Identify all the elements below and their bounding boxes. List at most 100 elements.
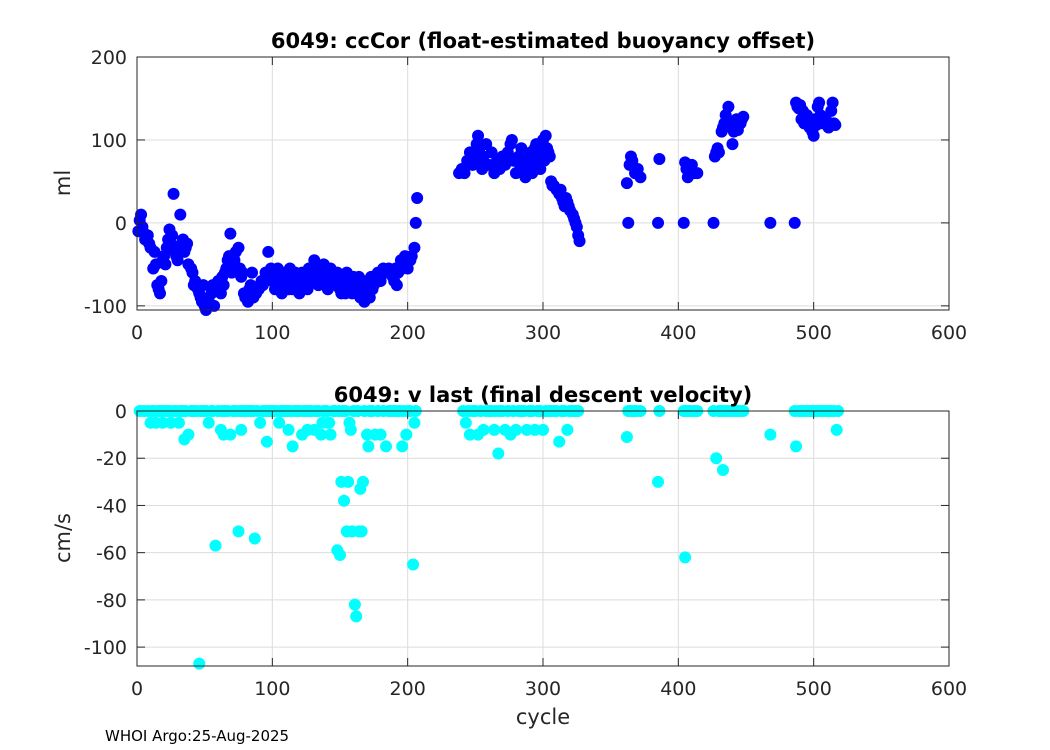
data-point	[652, 216, 665, 229]
data-point	[355, 525, 368, 538]
data-point	[182, 428, 195, 441]
data-point	[492, 447, 505, 460]
data-point	[472, 129, 485, 142]
data-point	[209, 539, 222, 552]
data-point	[652, 475, 665, 488]
x-tick-label: 300	[525, 322, 561, 344]
grid-bottom	[137, 411, 949, 666]
data-point	[159, 258, 172, 271]
data-point	[409, 216, 422, 229]
y-tick-label: 0	[115, 213, 127, 235]
data-point	[193, 657, 206, 670]
data-point	[232, 525, 245, 538]
x-tick-label: 0	[131, 678, 143, 700]
data-point	[790, 440, 803, 453]
data-point	[691, 167, 704, 180]
x-tick-label: 200	[390, 678, 426, 700]
data-point	[334, 549, 346, 562]
data-point	[509, 423, 522, 436]
data-point	[342, 475, 355, 488]
data-point	[543, 150, 556, 163]
data-point	[829, 119, 842, 132]
data-point	[407, 558, 420, 571]
x-tick-label: 400	[660, 678, 696, 700]
data-point	[716, 464, 729, 477]
y-tick-label: 200	[91, 47, 127, 69]
data-point	[380, 440, 393, 453]
x-tick-label: 300	[525, 678, 561, 700]
x-tick-label: 400	[660, 322, 696, 344]
x-tick-label: 600	[931, 678, 967, 700]
data-point	[166, 229, 179, 242]
data-point	[338, 494, 351, 507]
data-point	[710, 452, 723, 465]
data-point	[172, 416, 185, 429]
data-point	[411, 192, 424, 205]
data-point	[737, 110, 750, 123]
data-point	[236, 266, 249, 279]
data-point	[573, 235, 586, 248]
data-point	[235, 423, 248, 436]
data-point	[224, 428, 237, 441]
y-tick-label: -20	[96, 448, 127, 470]
x-tick-label: 500	[796, 322, 832, 344]
data-point	[722, 100, 735, 113]
panel-bottom: 0 100 200 300 400 500 600 -100 -80 -60 -40 -20 0 604…	[51, 383, 967, 729]
data-point	[634, 171, 647, 184]
data-point	[408, 416, 421, 429]
data-point	[622, 216, 635, 229]
data-point	[315, 428, 328, 441]
data-point	[459, 416, 472, 429]
y-tick-label: -40	[96, 495, 127, 517]
data-point	[830, 423, 843, 436]
y-tick-label: 100	[91, 130, 127, 152]
tick-labels-bottom: 0 100 200 300 400 500 600 -100 -80 -60 -40 -20 0	[84, 401, 967, 700]
data-point	[712, 146, 725, 159]
footer-credit: WHOI Argo:25-Aug-2025	[105, 727, 289, 745]
data-point	[620, 430, 633, 443]
data-point	[282, 423, 295, 436]
data-point	[248, 532, 261, 545]
data-point	[171, 254, 184, 267]
data-point	[620, 177, 633, 190]
data-point	[515, 142, 528, 155]
data-point	[348, 598, 361, 611]
data-point	[726, 138, 739, 151]
data-point	[764, 428, 777, 441]
y-tick-label: -100	[84, 296, 127, 318]
data-point	[155, 274, 168, 287]
y-axis-label-top: ml	[51, 170, 75, 196]
data-point	[677, 216, 690, 229]
chart-title-bottom: 6049: v last (final descent velocity)	[334, 383, 752, 407]
data-point	[679, 551, 692, 564]
data-point	[262, 245, 275, 258]
y-tick-label: -80	[96, 590, 127, 612]
x-tick-label: 0	[131, 322, 143, 344]
data-point	[477, 423, 490, 436]
markers-top	[132, 96, 842, 316]
data-point	[408, 241, 421, 254]
data-point	[174, 208, 187, 221]
y-axis-label-bottom: cm/s	[51, 513, 75, 563]
data-point	[807, 129, 820, 142]
data-point	[232, 241, 245, 254]
data-point	[148, 245, 161, 258]
data-point	[764, 216, 777, 229]
data-point	[154, 287, 167, 300]
data-point	[135, 208, 148, 221]
data-point	[350, 610, 363, 623]
data-point	[254, 416, 267, 429]
x-tick-label: 100	[254, 678, 290, 700]
data-point	[396, 440, 409, 453]
data-point	[167, 187, 180, 200]
data-point	[539, 129, 552, 142]
data-point	[458, 167, 471, 180]
y-tick-label: -100	[84, 637, 127, 659]
y-tick-label: 0	[115, 401, 127, 423]
data-point	[224, 227, 237, 240]
x-tick-label: 600	[931, 322, 967, 344]
data-point	[344, 423, 357, 436]
x-tick-label: 500	[796, 678, 832, 700]
